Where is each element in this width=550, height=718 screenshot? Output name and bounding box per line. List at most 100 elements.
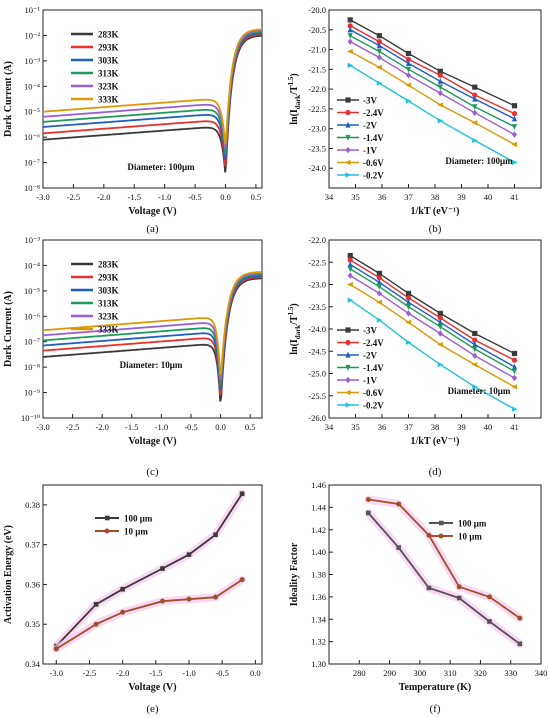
panel-b-y-tick-label: -23.0 [308, 124, 326, 134]
panel-e-legend-marker [104, 528, 110, 534]
panel-b-data-point [437, 84, 443, 91]
panel-d-legend-marker [345, 327, 351, 333]
panel-c-y-tick-label: 10⁻⁴ [24, 260, 40, 270]
panel-d-data-point [437, 319, 443, 325]
panel-b-series-line [349, 35, 515, 128]
panel-e-y-tick-label: 0.36 [25, 579, 40, 589]
panel-e-x-tick-label: -2.5 [83, 668, 96, 678]
panel-a-chart: -3.0 -2.5 -2.0 -1.5 -1.0 -0.5 0.0 0.5 10⁻⁸ 10⁻⁷ 10… [3, 5, 263, 235]
panel-f-caption: (f) [430, 703, 441, 715]
panel-c-y-tick-label: 10⁻³ [24, 235, 40, 245]
panel-d-data-point [405, 290, 412, 296]
panel-d-series-line [349, 299, 515, 410]
panel-d-data-point [511, 374, 518, 382]
panel-b-y-tick-label: -24.0 [308, 163, 326, 173]
panel-b-data-point [437, 78, 443, 84]
panel-d-series-line [349, 259, 515, 361]
panel-d-data-point [347, 252, 353, 259]
panel-d-x-tick-label: 35 [351, 422, 360, 432]
panel-f-series-line [367, 512, 521, 645]
panel-b-legend-label: -0.2V [363, 171, 384, 181]
panel-c-y-tick-label: 10⁻⁸ [24, 362, 40, 372]
panel-c-caption: (c) [146, 466, 159, 478]
panel-d-data-point [472, 384, 478, 390]
panel-c-x-tick-label: -2.0 [95, 422, 108, 432]
panel-b-legend-label: -2.4V [363, 108, 384, 118]
panel-f-x-tick-label: 280 [353, 668, 366, 678]
panel-f-data-point [517, 641, 523, 647]
panel-d-legend-label: -0.6V [363, 388, 384, 398]
panel-d-data-point [472, 341, 478, 348]
panel-d-data-point [437, 310, 443, 317]
panel-f-legend-label: 10 μm [458, 532, 482, 542]
panel-b-data-point [511, 131, 518, 138]
panel-e-data-point [120, 586, 125, 592]
panel-f-data-point [426, 585, 432, 591]
panel-e-x-tick-label: -2.0 [116, 668, 129, 678]
panel-c-series-line [42, 277, 262, 402]
panel-b-data-point [511, 124, 518, 130]
panel-b-series-line [349, 64, 515, 163]
panel-a-y-tick-label: 10⁻⁸ [24, 183, 40, 193]
panel-b-data-point [472, 92, 478, 98]
panel-d-series-line [349, 263, 515, 368]
panel-e-data-point [159, 598, 165, 604]
panel-b-data-point [376, 48, 382, 55]
panel-c-y-tick-label: 10⁻¹⁰ [21, 413, 41, 423]
panel-d-data-point [405, 299, 412, 305]
panel-b-y-tick-label: -20.5 [308, 25, 326, 35]
panel-f-y-tick-label: 1.36 [311, 592, 326, 602]
panel-b-data-point [472, 137, 478, 144]
panel-d-x-tick-label: 41 [510, 422, 519, 432]
panel-f-x-tick-label: 330 [504, 668, 517, 678]
panel-e-x-tick-label: -1.5 [149, 668, 162, 678]
panel-b-y-label-part: 1.5 [287, 76, 295, 85]
panel-f-y-tick-label: 1.42 [311, 525, 326, 535]
panel-a-y-tick-label: 10⁻¹ [24, 5, 40, 15]
panel-b-legend-label: -1.4V [363, 133, 384, 143]
panel-f-data-point [456, 584, 462, 590]
panel-b-data-point [511, 115, 518, 122]
panel-b-x-tick-label: 40 [484, 192, 493, 202]
panel-b-y-label-part: /T [289, 85, 300, 96]
panel-b-legend-marker [345, 121, 351, 128]
panel-f-legend-marker [438, 533, 444, 539]
panel-f-y-tick-label: 1.46 [311, 480, 326, 490]
panel-b-annotation: Diameter: 100μm [445, 156, 513, 166]
panel-d-legend-label: -1V [363, 376, 377, 386]
panel-d-data-point [437, 362, 444, 368]
panel-a-series-line [42, 28, 262, 145]
panel-b-data-point [405, 82, 412, 88]
panel-b-data-point [437, 68, 443, 74]
panel-f-legend-marker [439, 520, 444, 526]
panel-c-y-tick-label: 10⁻⁶ [24, 311, 40, 321]
panel-d-data-point [376, 317, 383, 323]
panel-b-data-point [405, 50, 412, 57]
panel-d-data-point [347, 257, 353, 263]
panel-f-y-axis-label: Ideality Factor [289, 542, 300, 606]
panel-d-data-point [405, 310, 412, 317]
panel-b-data-point [347, 23, 353, 29]
panel-c-y-tick-label: 10⁻⁵ [24, 286, 40, 296]
panel-b-x-tick-label: 34 [325, 192, 334, 202]
panel-b-x-tick-label: 39 [457, 192, 466, 202]
panel-a-y-tick-label: 10⁻⁵ [24, 107, 40, 117]
panel-d-data-point [472, 346, 478, 353]
panel-b-x-tick-label: 37 [404, 192, 413, 202]
panel-f-data-point [517, 615, 523, 621]
panel-c-x-tick-label: 0.0 [215, 422, 226, 432]
panel-c-x-tick-label: -2.5 [66, 422, 79, 432]
panel-b-caption: (b) [429, 223, 442, 235]
panel-f-y-tick-label: 1.30 [311, 659, 326, 669]
panel-b-data-point [511, 103, 518, 109]
panel-f-x-tick-label: 340 [535, 668, 548, 678]
panel-d-y-tick-label: -23.5 [308, 302, 326, 312]
panel-d-series-line [349, 283, 515, 388]
panel-d-data-point [472, 330, 478, 337]
panel-f-data-point [365, 497, 371, 503]
panel-c-annotation: Diameter: 10μm [120, 360, 183, 370]
panel-f-y-tick-label: 1.34 [311, 614, 327, 624]
panel-d-data-point [405, 339, 412, 345]
panel-f-x-axis-label: Temperature (K) [399, 682, 472, 693]
panel-e-y-tick-label: 0.37 [25, 540, 40, 550]
